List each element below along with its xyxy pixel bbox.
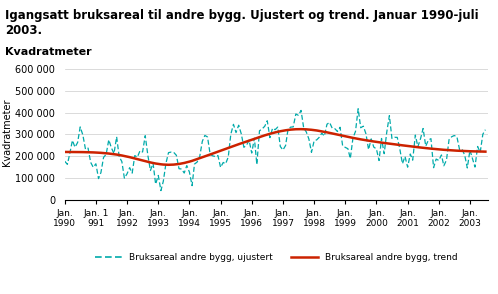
- Text: Kvadratmeter: Kvadratmeter: [5, 47, 92, 57]
- Y-axis label: Kvadratmeter: Kvadratmeter: [2, 98, 12, 166]
- Text: Igangsatt bruksareal til andre bygg. Ujustert og trend. Januar 1990-juli 2003.: Igangsatt bruksareal til andre bygg. Uju…: [5, 9, 479, 37]
- Legend: Bruksareal andre bygg, ujustert, Bruksareal andre bygg, trend: Bruksareal andre bygg, ujustert, Bruksar…: [91, 250, 462, 266]
